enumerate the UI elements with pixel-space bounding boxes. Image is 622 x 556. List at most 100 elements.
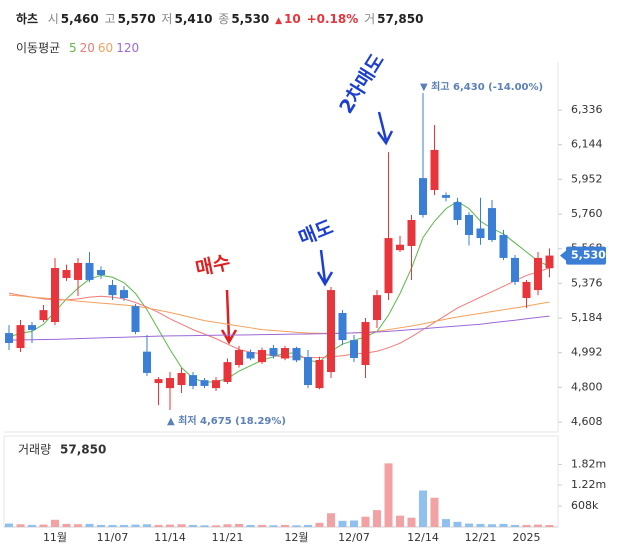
note-sell2: 2차매도 [335, 50, 388, 117]
candle-body [269, 348, 278, 356]
candle-body [223, 362, 232, 382]
volume-bar [545, 525, 554, 527]
volume-bar [522, 524, 531, 527]
candle-body [258, 350, 266, 363]
y-tick-label: 4,992 [571, 346, 603, 359]
change: 10 [284, 12, 301, 26]
volume-bar [384, 463, 393, 527]
volume-bar [62, 523, 71, 527]
candle-body [511, 257, 519, 282]
legend-item: 60 [97, 41, 114, 55]
candle-body [350, 340, 358, 358]
volume-bar [350, 520, 358, 527]
volume-bar [281, 524, 289, 527]
y-tick-label: 1.82m [571, 457, 606, 470]
candle-body [384, 238, 393, 294]
volume-bar [476, 523, 485, 527]
volume-bar [465, 523, 473, 527]
volume-bar [16, 524, 25, 527]
legend-title: 이동평균 [16, 41, 61, 55]
volume-bar [74, 524, 82, 527]
current-price-pointer [560, 250, 566, 261]
x-tick-label: 11월 [43, 531, 67, 544]
arrow [376, 111, 394, 146]
volume-bar [338, 520, 347, 527]
candle-body [534, 257, 542, 291]
open-label: 시 [47, 12, 59, 26]
volume-bar [143, 524, 151, 527]
low: 5,410 [174, 12, 213, 26]
volume-title: 거래량 [18, 443, 51, 457]
candle-body [28, 325, 36, 330]
candle-body [545, 255, 554, 269]
candle-body [166, 378, 174, 389]
y-tick-label: 6,144 [571, 138, 603, 151]
candle-body [51, 268, 59, 323]
volume-label: 거 [364, 12, 376, 26]
candle-body [120, 290, 128, 299]
candle-body [315, 359, 324, 389]
annotation: ▲ 최저 4,675 (18.29%) [167, 414, 286, 427]
volume-bar [258, 524, 266, 527]
note-buy: 매수 [194, 251, 233, 280]
x-tick-label: 12/21 [465, 531, 497, 544]
candle-body [292, 348, 301, 361]
x-tick-label: 2025 [513, 531, 541, 544]
moving-average [8, 294, 550, 334]
candle-body [189, 375, 197, 386]
low-label: 저 [161, 12, 173, 26]
x-tick-label: 11/14 [154, 531, 186, 544]
volume-bar [200, 525, 209, 527]
candle-body [212, 380, 220, 389]
header: 하츠 시 5,460 고 5,570 저 5,410 종 5,530 ▲ 10 +0.18… [16, 10, 425, 27]
candle-body [246, 352, 255, 359]
volume-bar [177, 524, 186, 527]
candle-body [200, 380, 209, 386]
volume-bar [97, 524, 105, 527]
annotation: ▼ 최고 6,430 (-14.00%) [420, 80, 543, 93]
volume-bar [28, 524, 36, 527]
candle-body [430, 149, 439, 191]
x-tick-label: 11/21 [212, 531, 244, 544]
candle-body [373, 295, 381, 321]
volume-bar [488, 524, 496, 527]
candle-body [39, 310, 48, 321]
y-tick-label: 5,376 [571, 276, 603, 289]
y-tick-label: 5,952 [571, 172, 603, 185]
candle-body [499, 234, 508, 258]
high-label: 고 [104, 12, 116, 26]
volume-bar [85, 523, 94, 527]
candle-body [522, 281, 531, 299]
volume-bar [246, 524, 255, 527]
y-tick-label: 608k [571, 499, 599, 512]
high: 5,570 [117, 12, 156, 26]
candle-body [304, 357, 312, 386]
y-tick-label: 6,336 [571, 103, 603, 116]
volume-bar [154, 524, 163, 527]
candle-body [177, 372, 186, 386]
volume-bar [453, 521, 462, 527]
volume-bar [534, 524, 542, 527]
arrow [316, 249, 334, 287]
y-tick-label: 5,760 [571, 207, 603, 220]
volume-bar [407, 517, 416, 527]
y-tick-label: 5,184 [571, 311, 603, 324]
candle-body [235, 350, 243, 366]
volume-bar [419, 490, 427, 527]
volume-bar [315, 522, 324, 527]
volume-bar [430, 497, 439, 527]
candle-body [143, 351, 151, 373]
moving-average [8, 315, 550, 341]
candle-body [108, 285, 117, 296]
volume-bar [39, 524, 48, 527]
candle-body [442, 195, 450, 198]
legend-item: 20 [79, 41, 95, 55]
candle-body [131, 306, 140, 332]
candle-body [396, 244, 404, 251]
legend-item: 5 [69, 41, 77, 55]
moving-average [8, 267, 550, 359]
x-tick-label: 12/07 [338, 531, 370, 544]
volume-bar [189, 524, 197, 527]
